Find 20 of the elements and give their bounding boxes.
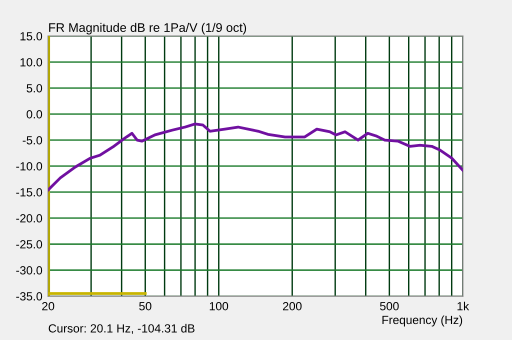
text: Cursor: 20.1 Hz, -104.31 dB	[48, 324, 194, 334]
y-tick-label: -15.0	[16, 188, 42, 196]
x-tick-label: 1k	[458, 302, 470, 310]
y-tick-label: 10.0	[20, 58, 42, 66]
y-tick-label: -25.0	[16, 240, 42, 249]
y-tick-label: -10.0	[16, 162, 42, 170]
x-tick-label: 100	[210, 302, 228, 310]
x-axis-title: Frequency (Hz)	[382, 315, 462, 326]
y-tick-label: -30.0	[16, 266, 42, 275]
y-tick-label: -20.0	[16, 214, 42, 223]
y-tick-label: 0.0	[26, 110, 42, 118]
y-tick-label: -35.0	[16, 292, 42, 301]
x-tick-label: 20	[42, 302, 54, 310]
y-tick-label: -5.0	[22, 136, 42, 144]
chart-title: FR Magnitude dB re 1Pa/V (1/9 oct)	[49, 22, 246, 34]
x-tick-label: 500	[380, 302, 399, 310]
x-tick-label: 50	[139, 302, 152, 310]
y-tick-label: 15.0	[20, 32, 42, 40]
x-tick-label: 200	[282, 302, 302, 310]
y-tick-label: 5.0	[26, 84, 42, 92]
